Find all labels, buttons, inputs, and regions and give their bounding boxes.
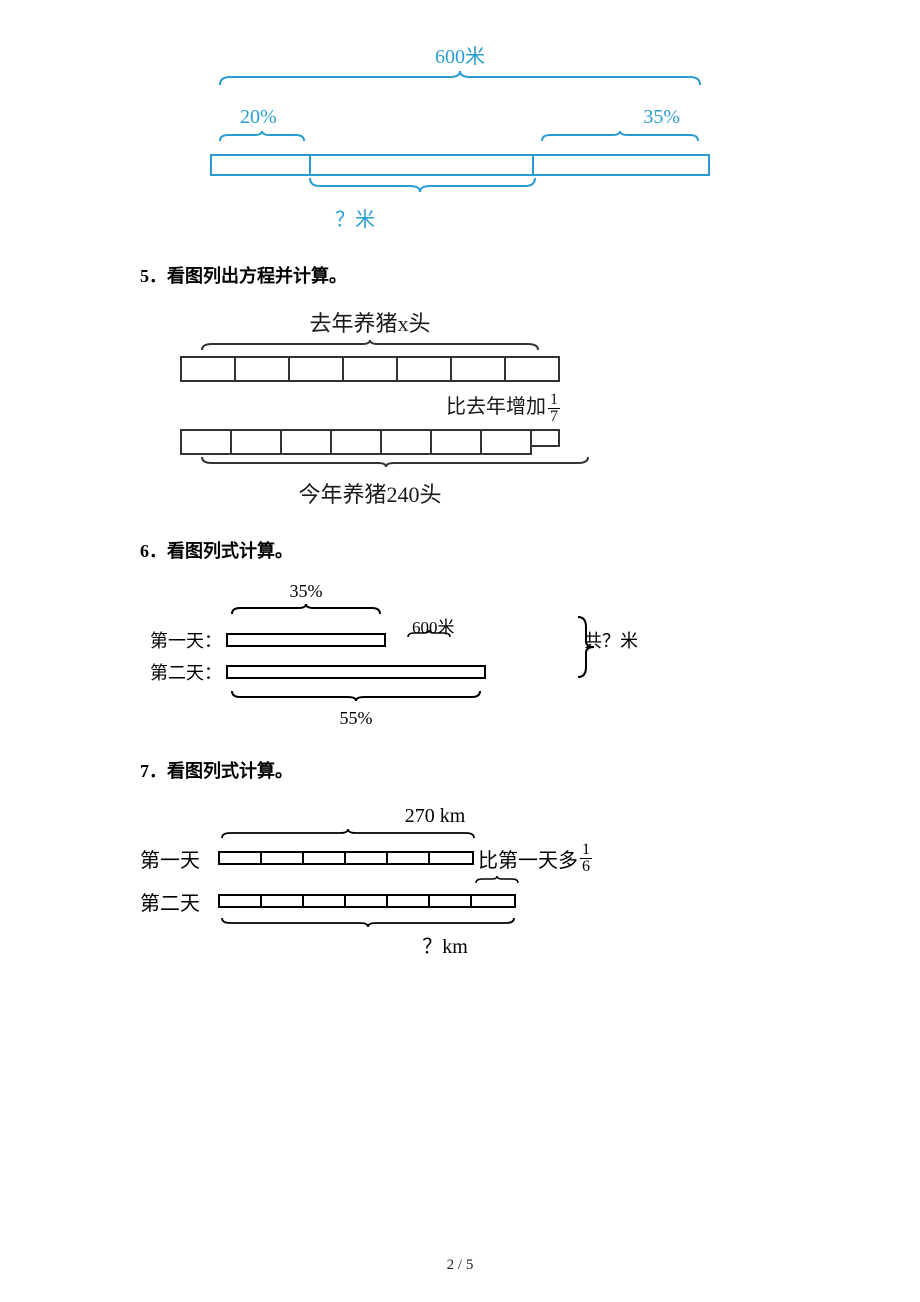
- diagram-5: 去年养猪x头 比去年增加17 今年养猪240头: [180, 306, 560, 509]
- diagram6-bar2: [226, 665, 486, 679]
- diagram4-bar: [210, 154, 710, 176]
- q7-label: 7．看图列式计算。: [140, 757, 780, 783]
- diagram5-right-note: 比去年增加17: [180, 390, 560, 425]
- diagram4-right-pct: 35%: [643, 106, 680, 129]
- diagram-4: 600米 20% 35% ？米: [210, 40, 710, 232]
- diagram7-top-label: 270 km: [180, 805, 690, 828]
- diagram5-bottom-text: 今年养猪240头: [180, 477, 560, 509]
- diagram-7: 270 km 第一天 比第一天多16 第二天 ？km: [140, 805, 690, 959]
- diagram7-bar2: [218, 894, 516, 908]
- diagram4-brace-bottom: [210, 176, 710, 194]
- diagram6-day2-label: 第二天：: [150, 659, 226, 685]
- diagram5-brace-top: [180, 338, 560, 352]
- diagram4-mini-braces: [210, 129, 710, 143]
- page-number: 2 / 5: [0, 1257, 920, 1274]
- diagram7-unknown-label: ？km: [200, 930, 690, 959]
- diagram7-day2-label: 第二天: [140, 887, 218, 916]
- diagram7-day1-label: 第一天: [140, 844, 218, 873]
- diagram5-top-text: 去年养猪x头: [180, 306, 560, 338]
- diagram6-day1-label: 第一天：: [150, 627, 226, 653]
- diagram5-bar2: [180, 429, 532, 455]
- diagram4-left-pct: 20%: [240, 106, 277, 129]
- diagram6-pct2: 55%: [226, 708, 486, 729]
- diagram4-brace-top: [210, 69, 710, 87]
- diagram7-bar1: [218, 851, 474, 865]
- q5-label: 5．看图列出方程并计算。: [140, 262, 780, 288]
- diagram6-pct1: 35%: [226, 581, 386, 602]
- diagram7-note: 比第一天多16: [478, 842, 592, 875]
- q6-label: 6．看图列式计算。: [140, 537, 780, 563]
- diagram6-total-label: 共？米: [584, 627, 638, 653]
- diagram5-brace-bottom: [180, 455, 590, 469]
- diagram5-extra-seg: [532, 429, 560, 447]
- diagram4-unknown-label: ？米: [335, 203, 710, 232]
- diagram6-bar1: [226, 633, 386, 647]
- diagram5-bar1: [180, 356, 560, 382]
- diagram-6: 35% 600米 第一天： 第二天： 55% 共？米: [150, 581, 580, 729]
- diagram4-total-label: 600米: [210, 40, 710, 69]
- diagram5-frac: 17: [548, 392, 560, 425]
